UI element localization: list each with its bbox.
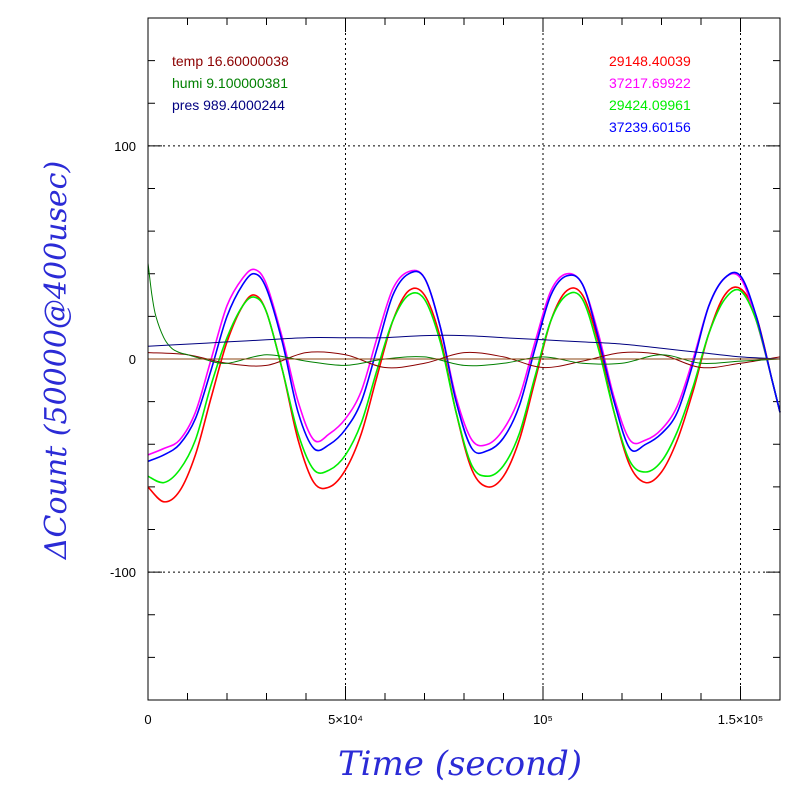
env-legend-item: pres 989.4000244 [172, 97, 285, 113]
series-legend-item: 37239.60156 [609, 119, 691, 135]
series-legend-item: 37217.69922 [609, 75, 691, 91]
series-line-37217-69922 [147, 268, 781, 456]
x-tick-label: 10⁵ [533, 712, 553, 727]
series-line-pres [147, 334, 781, 360]
y-axis-title: ΔCount (50000@400usec) [39, 161, 74, 560]
series-legend-item: 29148.40039 [609, 53, 691, 69]
series-line-29148-40039 [147, 286, 781, 503]
y-tick-label: 100 [114, 139, 136, 154]
plot-frame [147, 17, 781, 701]
series-layer [147, 263, 781, 503]
env-legend-item: temp 16.60000038 [172, 53, 289, 69]
y-tick-label: 0 [129, 352, 136, 367]
y-tick-label: -100 [110, 565, 136, 580]
series-legend-item: 29424.09961 [609, 97, 691, 113]
x-tick-label: 5×10⁴ [328, 712, 363, 727]
series-line-humi [147, 263, 781, 367]
x-axis-title: Time (second) [338, 744, 582, 784]
series-line-37239-60156 [147, 270, 781, 463]
tick-labels: 0 5×10⁴ 10⁵ 1.5×10⁵ 100 0 -100 [110, 139, 763, 727]
env-legend-item: humi 9.100000381 [172, 75, 288, 91]
legend: temp 16.60000038 humi 9.100000381 pres 989… [172, 53, 691, 135]
x-tick-label: 0 [144, 712, 151, 727]
x-tick-label: 1.5×10⁵ [718, 712, 764, 727]
series-line-temp [147, 351, 781, 369]
series-line-29424-09961 [147, 288, 781, 484]
